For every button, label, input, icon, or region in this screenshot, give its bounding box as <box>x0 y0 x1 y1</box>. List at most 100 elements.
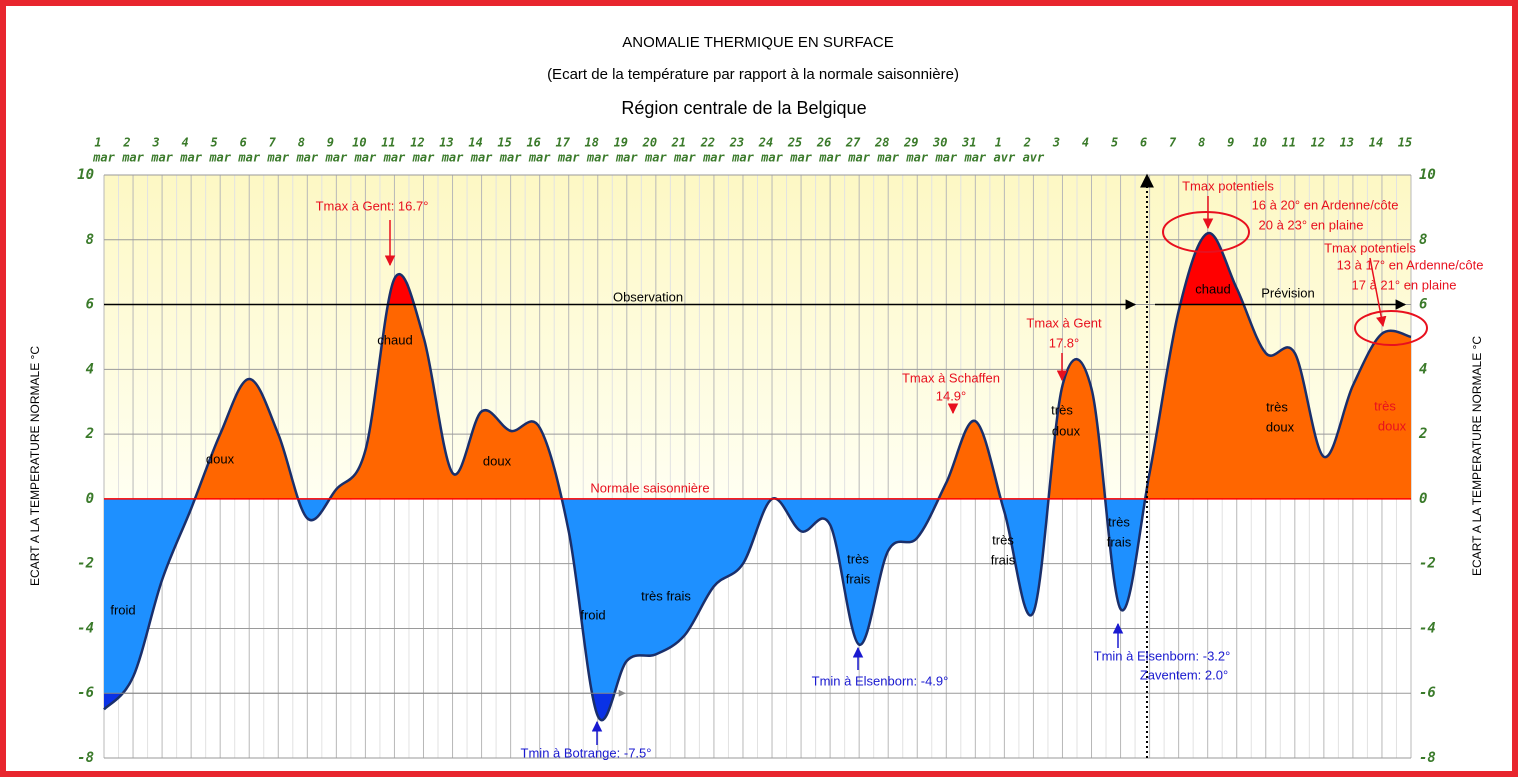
y2-tick-label: -2 <box>1419 556 1436 572</box>
x-tick-label: 11 <box>381 136 395 150</box>
x-tick-month: mar <box>847 151 870 165</box>
x-tick-month: mar <box>789 151 812 165</box>
x-tick-label: 27 <box>845 136 861 150</box>
y-tick-label: 0 <box>86 491 94 507</box>
chart-subtitle: (Ecart de la température par rapport à l… <box>547 66 959 83</box>
x-tick-label: 24 <box>758 136 773 150</box>
annotation: froid <box>110 602 135 617</box>
region-title: Région centrale de la Belgique <box>621 98 866 118</box>
annotation: chaud <box>377 332 412 347</box>
x-tick-month: mar <box>702 151 725 165</box>
y2-tick-label: 6 <box>1419 297 1427 313</box>
x-tick-month: avr <box>994 151 1016 165</box>
y2-tick-label: 0 <box>1419 491 1427 507</box>
annotation: Tmax potentiels <box>1182 178 1274 193</box>
annotation: 13 à 17° en Ardenne/côte <box>1337 257 1484 272</box>
y2-tick-label: 4 <box>1419 361 1427 377</box>
x-tick-label: 11 <box>1282 136 1296 150</box>
x-tick-label: 2 <box>122 136 130 150</box>
annotation: très <box>1108 514 1130 529</box>
x-tick-month: mar <box>179 151 202 165</box>
annotation: très <box>992 532 1014 547</box>
x-tick-month: mar <box>237 151 260 165</box>
x-tick-label: 14 <box>468 136 482 150</box>
x-tick-label: 23 <box>729 136 744 150</box>
x-tick-label: 1 <box>995 136 1002 150</box>
x-tick-month: mar <box>760 151 783 165</box>
x-tick-month: mar <box>150 151 173 165</box>
x-tick-month: mar <box>818 151 841 165</box>
x-tick-month: mar <box>934 151 957 165</box>
x-tick-month: mar <box>673 151 696 165</box>
x-tick-label: 9 <box>327 136 334 150</box>
x-tick-label: 25 <box>787 136 802 150</box>
x-tick-month: mar <box>615 151 638 165</box>
annotation: Tmin à Elsenborn: -3.2° <box>1094 648 1231 663</box>
x-tick-label: 8 <box>1198 136 1205 150</box>
x-tick-label: 20 <box>642 136 657 150</box>
annotation: Prévision <box>1261 285 1314 300</box>
x-tick-label: 3 <box>1052 136 1060 150</box>
x-tick-month: mar <box>905 151 928 165</box>
x-tick-label: 6 <box>1140 136 1147 150</box>
x-tick-label: 10 <box>1253 136 1267 150</box>
highlight <box>1354 310 1428 346</box>
x-tick-label: 18 <box>585 136 599 150</box>
x-tick-month: mar <box>470 151 493 165</box>
x-tick-label: 4 <box>1082 136 1089 150</box>
warm-area <box>194 233 1411 499</box>
x-tick-label: 26 <box>816 136 831 150</box>
x-tick-label: 6 <box>240 136 247 150</box>
annotation: Tmax à Schaffen <box>902 370 1000 385</box>
y-tick-label: 4 <box>86 361 94 377</box>
annotation: doux <box>1266 419 1295 434</box>
y-tick-label: 2 <box>85 426 94 442</box>
y2-tick-label: -6 <box>1419 685 1436 701</box>
y2-tick-label: 10 <box>1419 167 1436 183</box>
y-tick-label: 6 <box>86 297 94 313</box>
x-tick-label: 21 <box>671 136 686 150</box>
x-tick-label: 16 <box>526 136 540 150</box>
annotation: très <box>1051 402 1073 417</box>
x-tick-month: mar <box>92 151 115 165</box>
annotation: frais <box>991 552 1016 567</box>
annotation: frais <box>846 571 871 586</box>
annotation: 17 à 21° en plaine <box>1352 277 1457 292</box>
annotation: froid <box>580 607 605 622</box>
x-tick-label: 15 <box>1398 136 1412 150</box>
x-tick-month: mar <box>325 151 348 165</box>
x-tick-month: mar <box>731 151 754 165</box>
x-tick-label: 1 <box>94 136 101 150</box>
x-tick-label: 22 <box>700 136 715 150</box>
x-tick-month: mar <box>586 151 609 165</box>
x-tick-label: 5 <box>211 136 218 150</box>
annotation: très <box>1374 398 1396 413</box>
x-tick-label: 13 <box>439 136 453 150</box>
annotation: chaud <box>1195 281 1230 296</box>
x-tick-month: mar <box>412 151 435 165</box>
annotation: doux <box>483 453 512 468</box>
annotation: 17.8° <box>1049 335 1080 350</box>
annotation: Tmax à Gent <box>1026 315 1102 330</box>
highlight <box>1162 211 1250 253</box>
x-tick-month: mar <box>557 151 580 165</box>
x-tick-label: 3 <box>151 136 159 150</box>
x-tick-label: 9 <box>1227 136 1234 150</box>
y-tick-label: 10 <box>77 167 94 183</box>
x-tick-month: mar <box>383 151 406 165</box>
x-tick-label: 2 <box>1023 136 1031 150</box>
chart-title: ANOMALIE THERMIQUE EN SURFACE <box>622 34 893 51</box>
x-tick-label: 19 <box>614 136 628 150</box>
x-tick-label: 4 <box>182 136 189 150</box>
x-tick-label: 30 <box>932 136 947 150</box>
x-tick-label: 7 <box>269 136 277 150</box>
y2-tick-label: -4 <box>1419 620 1436 636</box>
x-tick-month: mar <box>266 151 289 165</box>
x-tick-label: 10 <box>352 136 366 150</box>
x-tick-label: 29 <box>903 136 918 150</box>
annotation: 16 à 20° en Ardenne/côte <box>1252 197 1399 212</box>
annotation: frais <box>1107 534 1132 549</box>
x-tick-month: mar <box>295 151 318 165</box>
